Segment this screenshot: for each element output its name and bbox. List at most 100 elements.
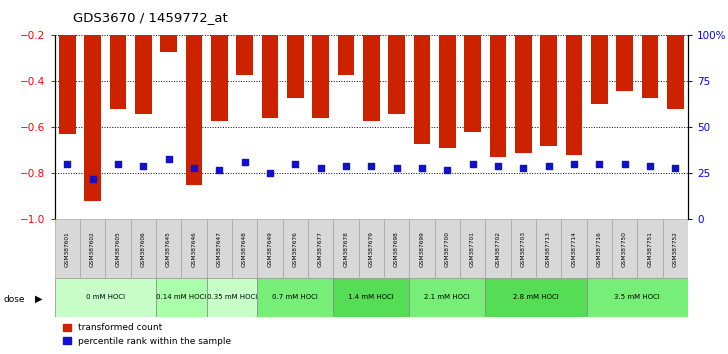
Bar: [257, 219, 282, 278]
Text: GSM387714: GSM387714: [571, 231, 577, 267]
Bar: [156, 219, 181, 278]
Bar: [384, 219, 409, 278]
Text: GSM387699: GSM387699: [419, 231, 424, 267]
Bar: [486, 219, 510, 278]
Text: 3.5 mM HOCl: 3.5 mM HOCl: [614, 295, 660, 300]
Bar: [587, 278, 688, 317]
Bar: [612, 219, 637, 278]
Point: [112, 161, 124, 167]
Point: [239, 160, 250, 165]
Text: GSM387713: GSM387713: [546, 231, 551, 267]
Point: [619, 161, 630, 167]
Bar: [464, 35, 481, 132]
Bar: [515, 35, 531, 153]
Text: 2.8 mM HOCl: 2.8 mM HOCl: [513, 295, 559, 300]
Bar: [181, 219, 207, 278]
Bar: [435, 219, 460, 278]
Bar: [566, 35, 582, 155]
Bar: [409, 219, 435, 278]
Bar: [439, 35, 456, 148]
Text: GSM387648: GSM387648: [242, 231, 247, 267]
Point: [61, 161, 73, 167]
Text: GSM387601: GSM387601: [65, 231, 70, 267]
Bar: [84, 35, 101, 201]
Point: [340, 163, 352, 169]
Text: dose: dose: [4, 295, 25, 304]
Text: GSM387679: GSM387679: [369, 231, 373, 267]
Text: GSM387701: GSM387701: [470, 231, 475, 267]
Text: GSM387700: GSM387700: [445, 231, 450, 267]
Bar: [540, 35, 557, 146]
Text: 0.14 mM HOCl: 0.14 mM HOCl: [156, 295, 207, 300]
Bar: [55, 219, 80, 278]
Point: [314, 165, 326, 171]
Bar: [135, 35, 151, 114]
Text: 0 mM HOCl: 0 mM HOCl: [86, 295, 124, 300]
Text: ▶: ▶: [35, 294, 42, 304]
Bar: [59, 35, 76, 135]
Bar: [591, 35, 608, 104]
Bar: [641, 35, 658, 97]
Point: [365, 163, 377, 169]
Bar: [536, 219, 561, 278]
Bar: [55, 278, 156, 317]
Text: GSM387678: GSM387678: [344, 231, 349, 267]
Bar: [237, 35, 253, 75]
Bar: [662, 219, 688, 278]
Point: [391, 165, 403, 171]
Bar: [106, 219, 130, 278]
Point: [441, 167, 453, 173]
Text: GSM387646: GSM387646: [191, 231, 197, 267]
Point: [416, 165, 428, 171]
Bar: [287, 35, 304, 97]
Text: 1.4 mM HOCl: 1.4 mM HOCl: [349, 295, 394, 300]
Bar: [160, 35, 177, 51]
Bar: [637, 219, 662, 278]
Point: [593, 161, 605, 167]
Point: [543, 163, 555, 169]
Text: GSM387751: GSM387751: [647, 231, 652, 267]
Text: GSM387750: GSM387750: [622, 231, 627, 267]
Bar: [617, 35, 633, 91]
Point: [492, 163, 504, 169]
Bar: [510, 219, 536, 278]
Bar: [130, 219, 156, 278]
Point: [518, 165, 529, 171]
Bar: [80, 219, 106, 278]
Bar: [667, 35, 684, 109]
Bar: [261, 35, 278, 118]
Bar: [207, 278, 257, 317]
Text: GSM387602: GSM387602: [90, 231, 95, 267]
Bar: [414, 35, 430, 144]
Text: GSM387647: GSM387647: [217, 231, 222, 267]
Bar: [312, 35, 329, 118]
Text: 0.7 mM HOCl: 0.7 mM HOCl: [272, 295, 318, 300]
Point: [670, 165, 681, 171]
Bar: [110, 35, 126, 109]
Text: GSM387702: GSM387702: [496, 231, 500, 267]
Point: [138, 163, 149, 169]
Bar: [282, 219, 308, 278]
Text: 2.1 mM HOCl: 2.1 mM HOCl: [424, 295, 470, 300]
Bar: [561, 219, 587, 278]
Text: GDS3670 / 1459772_at: GDS3670 / 1459772_at: [73, 11, 228, 24]
Bar: [486, 278, 587, 317]
Bar: [211, 35, 228, 120]
Text: 0.35 mM HOCl: 0.35 mM HOCl: [207, 295, 257, 300]
Bar: [363, 35, 379, 120]
Bar: [388, 35, 405, 114]
Text: GSM387676: GSM387676: [293, 231, 298, 267]
Point: [163, 156, 175, 161]
Point: [188, 165, 199, 171]
Point: [290, 161, 301, 167]
Text: GSM387752: GSM387752: [673, 231, 678, 267]
Bar: [207, 219, 232, 278]
Bar: [308, 219, 333, 278]
Bar: [409, 278, 486, 317]
Bar: [232, 219, 257, 278]
Text: GSM387645: GSM387645: [166, 231, 171, 267]
Bar: [333, 219, 359, 278]
Point: [568, 161, 579, 167]
Bar: [359, 219, 384, 278]
Point: [264, 171, 276, 176]
